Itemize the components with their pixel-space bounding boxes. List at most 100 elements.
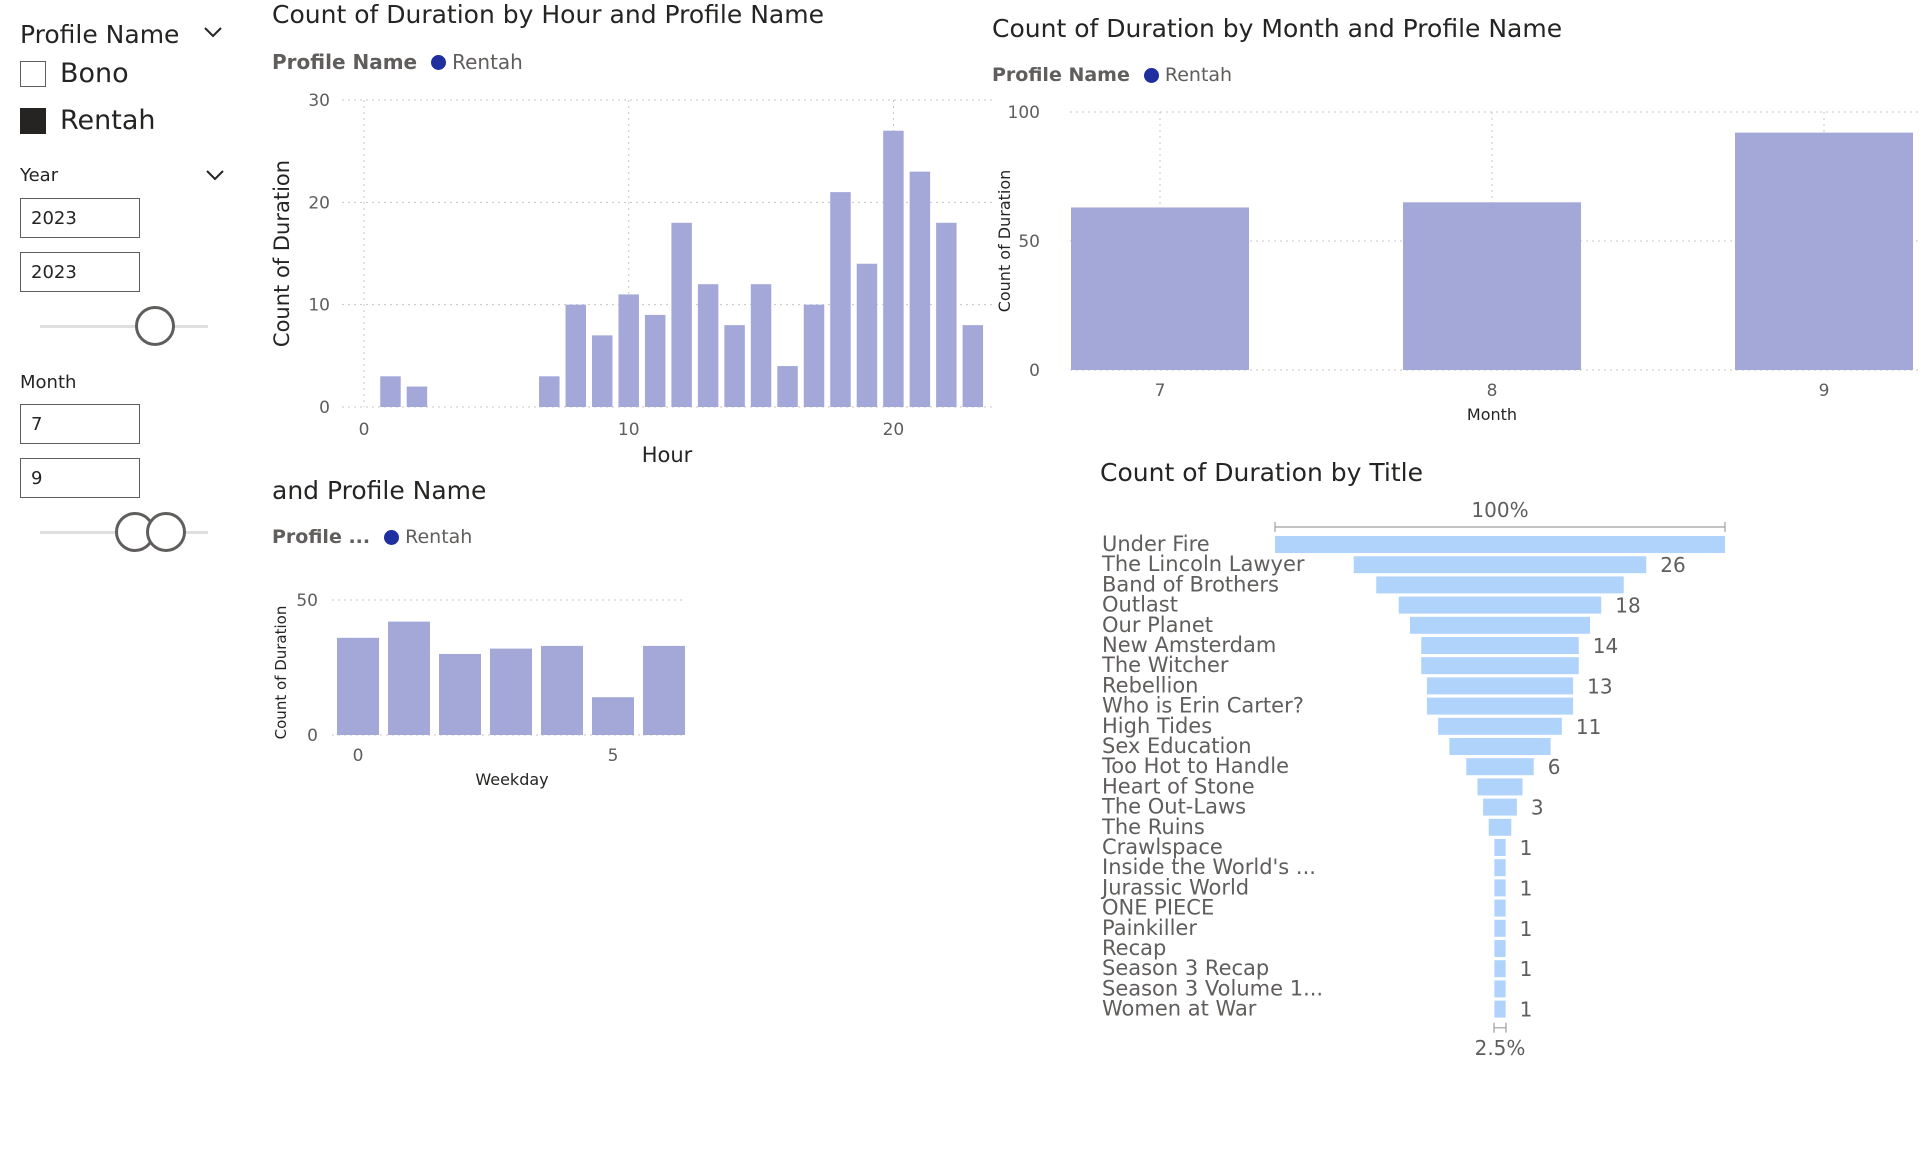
x-axis-label: Month [1467,405,1517,424]
funnel-bar [1410,616,1590,634]
chevron-down-icon[interactable] [204,164,226,186]
checkbox-icon[interactable] [20,60,46,87]
funnel-category-label: New Amsterdam [1102,633,1276,657]
funnel-category-label: Rebellion [1102,673,1198,697]
hour-bar-chart: 0 10 20 30 0 10 20 Hour Count of Duration [270,91,992,467]
funnel-category-label: Season 3 Recap [1102,956,1269,980]
y-tick-label: 100 [1008,103,1040,123]
weekday-chart-legend: Profile ... Rentah [272,526,472,548]
funnel-bar [1466,758,1534,776]
slider-handle-icon[interactable] [115,512,155,552]
funnel-data-label: 1 [1520,876,1533,900]
funnel-bar [1421,637,1579,654]
x-axis-label: Hour [642,443,693,467]
funnel-data-label: 14 [1593,634,1618,658]
funnel-category-label: Who is Erin Carter? [1102,694,1304,718]
funnel-top-label: 100% [1471,498,1528,522]
legend-item: Rentah [452,50,523,74]
legend-item: Rentah [1164,64,1233,86]
profile-option-label: Bono [60,58,129,89]
month-slicer-title: Month [20,372,77,393]
bar [406,386,428,407]
funnel-bar [1494,879,1506,897]
funnel-bar [1494,940,1506,957]
bar [697,284,719,407]
funnel-bar [1275,536,1725,553]
bar [724,325,745,407]
funnel-bar [1488,818,1512,836]
slider-handle-icon[interactable] [146,512,186,552]
year-to-input[interactable]: 2023 [20,252,140,292]
legend-title: Profile Name [992,64,1130,86]
bar [777,366,798,407]
funnel-category-label: Recap [1102,936,1166,960]
funnel-category-label: The Lincoln Lawyer [1101,552,1305,576]
x-axis-label: Weekday [475,770,548,789]
funnel-bar [1426,677,1574,695]
y-tick-label: 20 [308,193,330,213]
year-from-input[interactable]: 2023 [20,198,140,238]
funnel-bar [1494,1000,1506,1018]
bar [803,304,825,407]
funnel-category-label: Under Fire [1102,532,1210,556]
funnel-category-label: Heart of Stone [1102,774,1255,798]
funnel-category-label: The Out-Laws [1101,795,1246,819]
funnel-bottom-bracket [1493,1022,1507,1033]
weekday-bar-chart: 0 50 0 5 Weekday Count of Duration [272,591,685,789]
legend-item: Rentah [405,526,473,548]
funnel-data-label: 3 [1531,796,1544,820]
funnel-category-label: Women at War [1102,997,1257,1021]
funnel-bar [1398,596,1602,614]
funnel-bottom-label: 2.5% [1475,1036,1526,1060]
profile-option-bono[interactable]: Bono [20,58,129,89]
bar [618,294,639,407]
checkbox-icon[interactable] [20,107,46,134]
funnel-bar [1494,859,1506,877]
bar [750,284,772,407]
funnel-bar [1438,717,1562,735]
x-tick-label: 8 [1487,381,1498,401]
funnel-data-label: 1 [1520,957,1533,981]
funnel-category-label: Too Hot to Handle [1101,754,1289,778]
profile-option-rentah[interactable]: Rentah [20,105,156,136]
bar [1071,207,1249,370]
bar [830,192,851,407]
legend-dot-icon [384,529,400,545]
funnel-bar [1494,980,1506,998]
funnel-data-label: 6 [1548,755,1561,779]
legend-title: Profile ... [272,526,371,548]
chevron-down-icon[interactable] [202,21,224,43]
funnel-bar [1483,798,1517,816]
bar [1735,132,1913,370]
month-to-input[interactable]: 9 [20,458,140,498]
bar [539,376,560,407]
y-tick-label: 10 [308,296,330,316]
funnel-bar [1426,697,1574,715]
slider-handle-icon[interactable] [135,306,175,346]
bar [591,335,613,407]
bar [592,697,634,735]
funnel-data-label: 1 [1520,998,1533,1022]
bar [643,645,685,735]
bar [541,645,583,735]
funnel-top-bracket [1274,522,1726,532]
bar [1403,202,1581,370]
year-slider-track[interactable] [40,325,208,328]
month-from-input[interactable]: 7 [20,404,140,444]
y-tick-label: 50 [1018,232,1040,252]
x-tick-label: 0 [359,420,370,440]
funnel-data-label: 26 [1660,553,1685,577]
legend-title: Profile Name [272,50,418,74]
y-tick-label: 0 [307,726,318,746]
funnel-category-label: Inside the World's ... [1102,855,1316,879]
bar [883,130,904,407]
funnel-category-label: Season 3 Volume 1... [1102,976,1323,1000]
bar [380,376,401,407]
funnel-category-label: Jurassic World [1100,875,1249,899]
y-tick-label: 0 [319,398,330,418]
funnel-bar [1421,657,1579,675]
title-chart-title: Count of Duration by Title [1100,458,1423,487]
x-tick-label: 10 [618,420,640,440]
bar [936,222,957,407]
